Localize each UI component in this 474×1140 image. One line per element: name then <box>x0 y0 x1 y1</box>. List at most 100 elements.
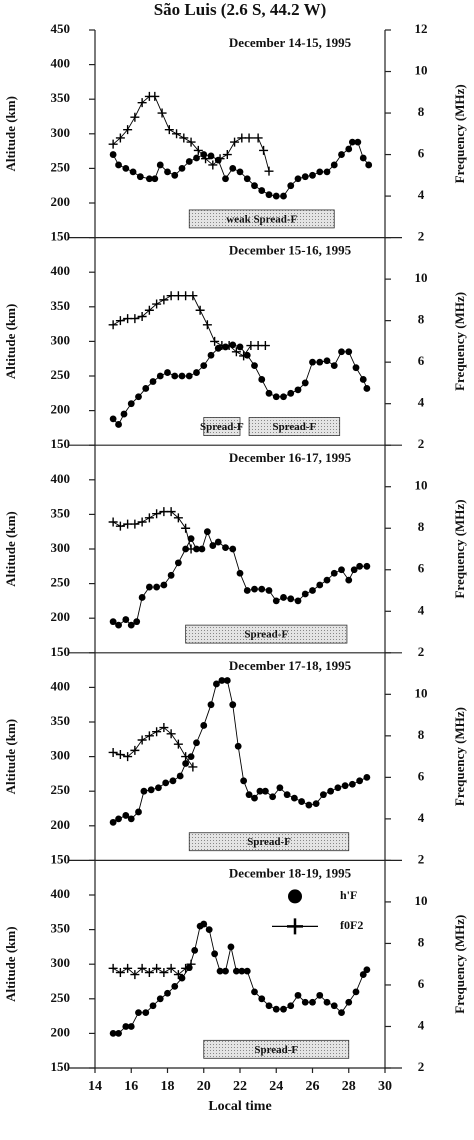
plus-marker <box>130 519 140 529</box>
plus-marker <box>152 727 162 737</box>
plus-marker <box>144 968 154 978</box>
y-tick-label: 300 <box>51 748 71 763</box>
y2-tick-label: 8 <box>418 312 425 327</box>
y-tick-label: 300 <box>51 540 71 555</box>
y2-tick-label: 6 <box>418 976 425 991</box>
dot-marker <box>309 171 316 179</box>
dot-marker <box>251 362 258 370</box>
dot-marker <box>276 784 284 792</box>
y2-tick-label: 12 <box>415 21 428 36</box>
dot-marker <box>330 569 338 577</box>
plus-marker <box>164 125 174 135</box>
spread-f-box <box>188 832 350 852</box>
legend-label: h'F <box>340 888 357 902</box>
spread-f-label: Spread-F <box>247 836 291 848</box>
plus-marker <box>137 98 147 108</box>
plus-marker <box>144 305 154 315</box>
spread-f-box <box>203 417 241 436</box>
dot-marker <box>187 535 195 543</box>
plus-marker <box>157 108 167 118</box>
dot-marker <box>155 784 162 792</box>
dot-marker <box>301 379 309 387</box>
y-tick-label: 350 <box>51 921 71 936</box>
dot-marker <box>213 680 220 688</box>
y2-tick-label: 10 <box>415 63 428 78</box>
dot-marker <box>164 168 171 176</box>
dot-marker <box>156 372 164 380</box>
legend-label: f0F2 <box>340 918 363 932</box>
dot-marker <box>147 786 155 794</box>
dot-marker <box>359 154 367 162</box>
plus-marker <box>166 729 176 739</box>
dot-marker <box>223 677 231 684</box>
dot-marker <box>258 187 266 194</box>
y-tick-label: 200 <box>51 1024 71 1039</box>
panel: December 15-16, 1995 150 200 250 300 350 400 2 4… <box>3 237 467 451</box>
dot-marker <box>171 171 179 179</box>
dot-marker <box>109 818 117 826</box>
dot-marker <box>142 385 150 392</box>
dot-marker <box>156 161 164 169</box>
y-tick-label: 200 <box>51 817 71 832</box>
dot-marker <box>142 1009 150 1017</box>
dot-marker <box>214 344 222 352</box>
dot-marker <box>354 138 362 146</box>
plus-marker <box>108 517 118 527</box>
plus-marker <box>173 970 183 980</box>
dot-marker <box>115 421 122 428</box>
dot-marker <box>272 1005 280 1013</box>
dot-marker <box>316 358 324 366</box>
spread-f-label: Spread-F <box>272 421 316 433</box>
dot-marker <box>135 808 142 816</box>
dot-marker <box>261 787 269 795</box>
y2-axis-label: Frequency (MHz) <box>452 499 467 598</box>
dot-marker <box>236 343 244 351</box>
y-tick-label: 150 <box>51 1059 71 1074</box>
y-tick-label: 150 <box>51 229 71 244</box>
x-tick-label: 30 <box>378 1079 392 1094</box>
panel: December 14-15, 1995 150 200 250 300 350 400 45… <box>3 21 467 244</box>
plus-marker <box>115 750 125 760</box>
y2-tick-label: 10 <box>415 478 428 493</box>
dot-marker <box>127 400 135 408</box>
dot-marker <box>290 794 298 802</box>
plus-marker <box>244 133 254 143</box>
dot-marker <box>214 538 222 546</box>
plus-marker <box>108 139 118 149</box>
dot-marker <box>312 800 320 808</box>
dot-marker <box>185 372 193 380</box>
plus-marker <box>150 91 160 101</box>
dot-marker <box>227 943 235 951</box>
dot-marker <box>330 1002 338 1010</box>
dot-marker <box>193 739 200 747</box>
dot-marker <box>115 1030 122 1037</box>
y2-tick-label: 10 <box>415 893 428 908</box>
dot-marker <box>348 780 356 788</box>
panel-title: December 17-18, 1995 <box>229 658 352 673</box>
spread-f-box <box>185 624 348 644</box>
plus-marker <box>115 133 125 143</box>
plus-marker <box>188 762 198 772</box>
dot-marker <box>169 777 177 785</box>
dot-marker <box>162 779 170 787</box>
dot-marker <box>309 587 316 594</box>
dot-marker <box>191 946 199 954</box>
dot-marker <box>294 386 302 394</box>
plus-marker <box>186 544 196 554</box>
dot-marker <box>187 753 195 760</box>
y2-tick-label: 8 <box>418 104 425 119</box>
dot-marker <box>207 701 215 709</box>
y2-tick-label: 8 <box>418 934 425 949</box>
y-tick-label: 300 <box>51 332 71 347</box>
y-tick-label: 150 <box>51 436 71 451</box>
plus-marker <box>202 320 212 330</box>
dot-marker <box>345 576 353 584</box>
plus-marker <box>287 918 303 935</box>
dot-marker <box>145 175 153 183</box>
y-tick-label: 250 <box>51 159 71 174</box>
dot-marker <box>193 154 200 162</box>
dot-marker <box>178 165 186 172</box>
y2-tick-label: 2 <box>418 229 425 244</box>
plus-marker <box>115 968 125 978</box>
dot-marker <box>341 782 349 790</box>
